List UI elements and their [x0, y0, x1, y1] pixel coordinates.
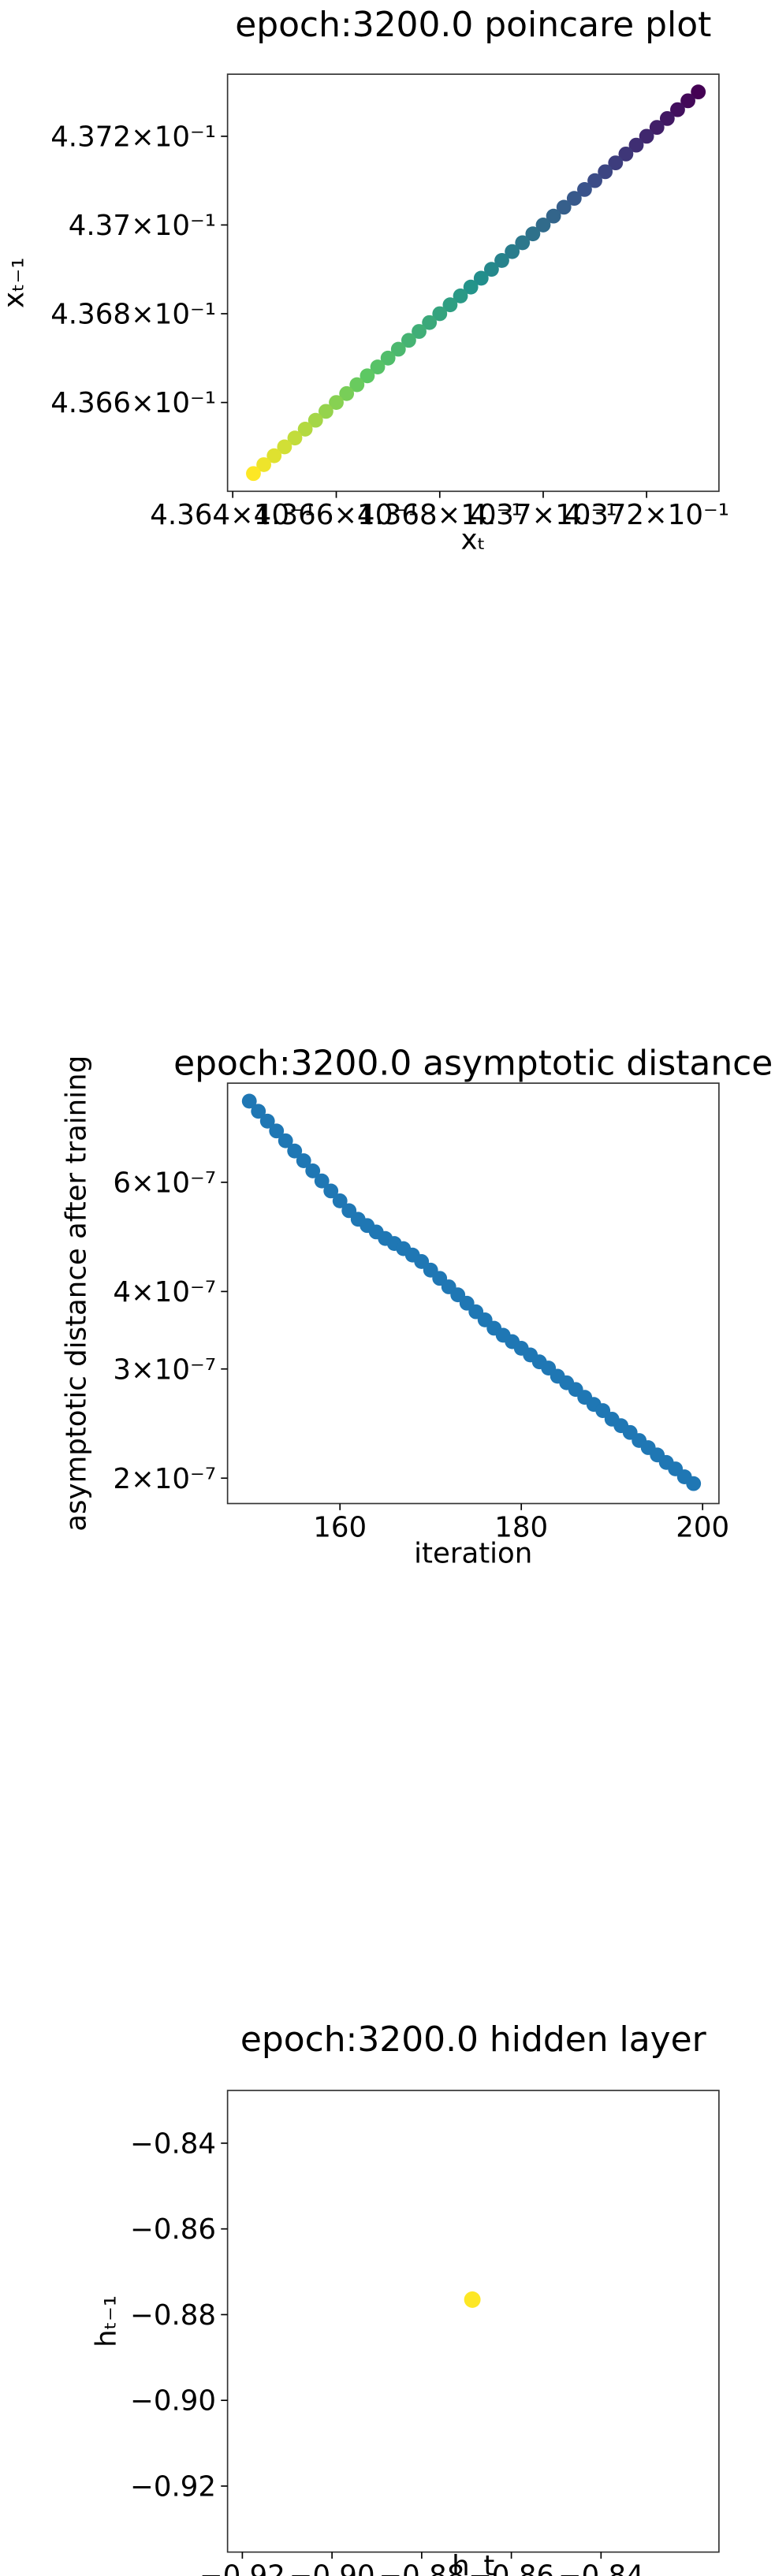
point — [269, 1123, 285, 1139]
x-axis-label: h_t — [452, 2550, 494, 2576]
x-tick-label: 160 — [313, 1511, 367, 1543]
plot-area — [226, 73, 720, 493]
point — [287, 430, 303, 446]
y-tick-label: −0.86 — [130, 2213, 216, 2246]
point — [323, 1183, 339, 1199]
point — [494, 253, 509, 268]
point — [318, 404, 333, 419]
point — [453, 288, 468, 303]
x-tick-label: 4.368×10⁻¹ — [357, 499, 523, 531]
point — [390, 341, 406, 357]
point — [515, 235, 531, 251]
point — [246, 466, 261, 482]
point — [691, 84, 706, 100]
point — [422, 315, 438, 330]
point — [628, 137, 644, 153]
point — [566, 191, 582, 207]
point — [332, 1193, 348, 1208]
point — [329, 395, 344, 411]
point — [296, 1153, 311, 1168]
y-tick-label: 4×10⁻⁷ — [113, 1276, 216, 1308]
point — [339, 385, 355, 401]
y-axis-label: asymptotic distance after training — [61, 1055, 93, 1532]
point — [535, 217, 551, 233]
x-axis-label: iteration — [414, 1538, 532, 1570]
y-tick-label: 4.372×10⁻¹ — [50, 121, 216, 153]
point — [432, 306, 448, 322]
y-tick-label: 6×10⁻⁷ — [113, 1167, 216, 1199]
point — [546, 208, 561, 224]
x-tick-label: 4.372×10⁻¹ — [564, 499, 729, 531]
point — [670, 102, 685, 117]
x-tick-label: −0.86 — [468, 2559, 554, 2576]
point — [307, 412, 323, 428]
point — [608, 155, 624, 171]
point — [483, 262, 499, 277]
y-tick-label: 3×10⁻⁷ — [113, 1353, 216, 1386]
x-tick-label: 200 — [676, 1511, 729, 1543]
point — [598, 164, 613, 180]
point — [277, 439, 292, 455]
y-axis-label: xₜ₋₁ — [0, 257, 30, 308]
chart-title: epoch:3200.0 asymptotic distance — [173, 1044, 773, 1084]
y-tick-label: 2×10⁻⁷ — [113, 1463, 216, 1495]
point — [618, 146, 634, 162]
point — [463, 279, 479, 295]
y-tick-label: 4.366×10⁻¹ — [50, 387, 216, 419]
point — [251, 1104, 266, 1119]
y-tick-label: −0.90 — [130, 2385, 216, 2418]
plot-area — [226, 2090, 720, 2553]
point — [525, 226, 541, 242]
point — [473, 270, 489, 286]
point — [259, 1113, 275, 1129]
point — [256, 457, 272, 472]
point — [639, 128, 654, 144]
x-tick-label: −0.84 — [558, 2559, 644, 2576]
y-tick-label: −0.88 — [130, 2299, 216, 2332]
chart-title: epoch:3200.0 poincare plot — [235, 5, 711, 45]
point — [370, 359, 386, 374]
chart-title: epoch:3200.0 hidden layer — [240, 2019, 707, 2060]
y-tick-label: −0.92 — [130, 2470, 216, 2503]
y-tick-label: −0.84 — [130, 2127, 216, 2160]
x-tick-label: −0.92 — [199, 2559, 285, 2576]
point — [649, 120, 665, 136]
point — [577, 181, 592, 197]
point — [287, 1143, 303, 1159]
point — [587, 173, 602, 188]
y-tick-label: 4.37×10⁻¹ — [69, 210, 216, 242]
point — [360, 368, 375, 384]
x-tick-label: 180 — [494, 1511, 548, 1543]
point — [680, 93, 695, 109]
point — [266, 448, 282, 463]
plot-area — [226, 1082, 720, 1505]
point — [297, 421, 313, 437]
x-tick-label: 4.364×10⁻¹ — [150, 499, 315, 531]
point — [659, 110, 675, 126]
point — [349, 377, 365, 393]
point — [278, 1133, 293, 1148]
point — [241, 1093, 257, 1109]
x-tick-label: 4.366×10⁻¹ — [254, 499, 419, 531]
x-tick-label: −0.90 — [289, 2559, 375, 2576]
point — [412, 324, 427, 339]
x-tick-label: −0.88 — [378, 2559, 464, 2576]
x-axis-label: xₜ — [460, 523, 486, 556]
point — [380, 350, 396, 366]
point — [686, 1476, 702, 1491]
point — [505, 244, 520, 259]
point — [305, 1163, 321, 1178]
point — [464, 2291, 481, 2308]
y-axis-label: hₜ₋₁ — [90, 2295, 122, 2347]
point — [556, 199, 572, 215]
point — [401, 333, 416, 348]
y-tick-label: 4.368×10⁻¹ — [50, 299, 216, 331]
point — [442, 297, 458, 313]
point — [314, 1173, 330, 1189]
x-tick-label: 4.37×10⁻¹ — [469, 499, 617, 531]
